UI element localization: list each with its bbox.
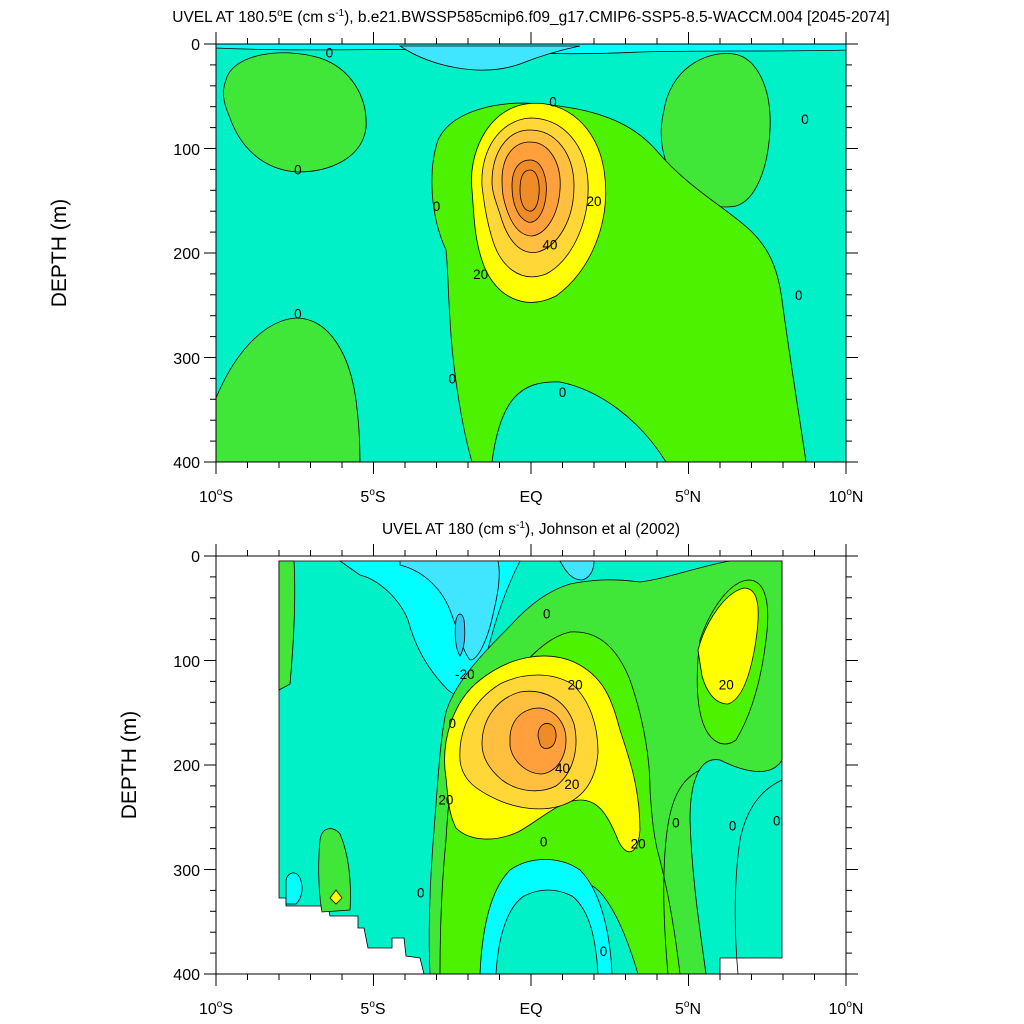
bottom-contour-label-9: 0	[729, 819, 737, 834]
bottom-xtick-5s: 5oS	[360, 999, 385, 1018]
top-xtick-5n: 5oN	[675, 487, 701, 506]
top-xtick-eq: EQ	[519, 489, 542, 506]
top-contour-label-10: 0	[448, 371, 456, 386]
bottom-y-axis-label: DEPTH (m)	[118, 711, 141, 820]
top-contour-label-5: 20	[586, 194, 601, 209]
bottom-ytick-200: 200	[173, 758, 200, 775]
top-ytick-0: 0	[191, 37, 200, 54]
bottom-contour-label-8: 0	[672, 815, 680, 830]
top-ytick-100: 100	[173, 142, 200, 159]
top-xtick-10s: 10oS	[199, 487, 233, 506]
top-contour-label-0: 0	[326, 45, 334, 60]
bottom-contour-label-10: 0	[773, 813, 781, 828]
top-xtick-10n: 10oN	[829, 487, 864, 506]
bottom-ytick-0: 0	[191, 549, 200, 566]
top-contour-label-11: 0	[559, 385, 567, 400]
top-contour-label-4: 0	[433, 199, 441, 214]
top-xtick-5s: 5oS	[360, 487, 385, 506]
top-chart-title: UVEL AT 180.5oE (cm s-1), b.e21.BWSSP585…	[172, 8, 890, 26]
bottom-contour-label-5: 40	[555, 761, 570, 776]
top-ytick-200: 200	[173, 246, 200, 263]
top-y-axis-label: DEPTH (m)	[48, 199, 71, 308]
bottom-contour-label-1: -20	[455, 667, 475, 682]
top-contour-label-9: 0	[294, 307, 302, 322]
top-contour-label-1: 0	[549, 94, 557, 109]
bottom-contour-fill	[278, 560, 783, 974]
bottom-ytick-400: 400	[173, 967, 200, 984]
bottom-xtick-10n: 10oN	[829, 999, 864, 1018]
bottom-contour-label-3: 20	[719, 678, 734, 693]
bottom-contour-label-6: 20	[564, 777, 579, 792]
bottom-contour-label-4: 0	[448, 716, 456, 731]
top-contour-labels: 0 0 0 0 0 20 40 20 0 0 0 0	[294, 45, 809, 400]
top-contour-fill	[216, 44, 846, 462]
top-contour-label-7: 20	[473, 267, 488, 282]
top-contour-label-2: 0	[801, 112, 809, 127]
bottom-contour-label-14: 0	[600, 944, 608, 959]
bottom-contour-label-0: 0	[543, 606, 551, 621]
bottom-chart-title: UVEL AT 180 (cm s-1), Johnson et al (200…	[382, 520, 680, 538]
bottom-axis-ticks	[204, 544, 858, 986]
top-axis-ticks	[204, 32, 858, 474]
top-ytick-300: 300	[173, 351, 200, 368]
bottom-ytick-300: 300	[173, 863, 200, 880]
bottom-ytick-100: 100	[173, 654, 200, 671]
bottom-xtick-10s: 10oS	[199, 999, 233, 1018]
bottom-xtick-eq: EQ	[519, 1001, 542, 1018]
top-contour-label-3: 0	[294, 162, 302, 177]
bottom-xtick-5n: 5oN	[675, 999, 701, 1018]
top-contour-label-8: 0	[795, 288, 803, 303]
bottom-contour-label-13: 0	[417, 885, 425, 900]
bottom-contour-label-11: 0	[540, 834, 548, 849]
bottom-contour-label-12: 20	[631, 836, 646, 851]
bottom-contour-label-7: 20	[438, 792, 453, 807]
top-ytick-400: 400	[173, 455, 200, 472]
top-contour-label-6: 40	[542, 238, 557, 253]
bottom-contour-label-2: 20	[568, 678, 583, 693]
